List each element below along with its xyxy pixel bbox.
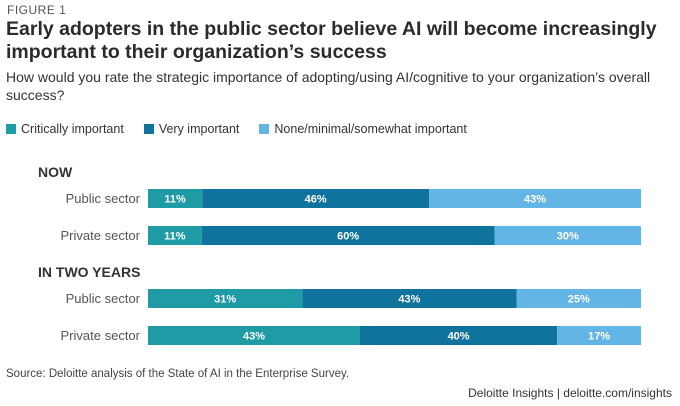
data-label: 43% [243,331,265,343]
data-label: 25% [568,294,590,306]
data-label: 60% [337,231,359,243]
data-label: 43% [398,294,420,306]
legend-swatch-very [143,124,154,134]
bar-segment-none [429,189,641,208]
legend-swatch-critically [6,124,16,134]
legend-label-very: Very important [158,122,240,136]
footer-credit: Deloitte Insights | deloitte.com/insight… [468,386,672,400]
bar-segment-critically [148,289,303,308]
data-label: 40% [448,331,470,343]
chart-title: Early adopters in the public sector beli… [6,18,657,63]
bar-segment-critically [148,326,360,345]
data-label: 11% [164,194,186,206]
bar-segment-none [516,289,641,308]
bar-segment-very [202,189,430,208]
bar-segment-critically [148,226,202,245]
figure-label: FIGURE 1 [7,3,67,17]
legend-item-very: Very important [143,122,240,136]
bar-segment-very [359,326,558,345]
data-label: 43% [524,194,546,206]
chart-subtitle: How would you rate the strategic importa… [6,69,651,103]
legend: Critically important Very important None… [6,122,487,136]
legend-swatch-none [259,124,270,134]
category-label: Private sector [61,228,141,243]
data-label: 46% [305,194,327,206]
bar-segment-very [302,289,517,308]
bar-segment-none [494,226,641,245]
data-label: 11% [164,231,186,243]
legend-item-critically: Critically important [6,122,124,136]
data-label: 30% [557,231,579,243]
bar-segment-very [201,226,495,245]
category-label: Public sector [66,291,141,306]
group-label-0: NOW [38,164,73,180]
category-label: Private sector [61,328,141,343]
category-label: Public sector [66,191,141,206]
legend-label-none: None/minimal/somewhat important [274,122,467,136]
legend-label-critically: Critically important [21,122,124,136]
group-label-1: IN TWO YEARS [38,264,140,280]
legend-item-none: None/minimal/somewhat important [259,122,467,136]
data-label: 31% [214,294,236,306]
bar-segment-critically [148,189,203,208]
bar-segment-none [557,326,641,345]
data-label: 17% [588,331,610,343]
source-note: Source: Deloitte analysis of the State o… [6,368,350,380]
